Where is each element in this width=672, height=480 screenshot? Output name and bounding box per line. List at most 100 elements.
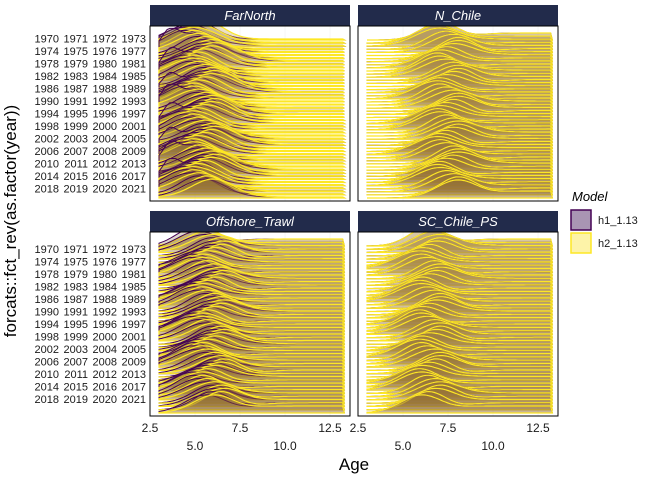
legend-label: h1_1.13	[598, 215, 638, 227]
y-tick-label: 2014	[35, 171, 59, 183]
y-tick-label: 1992	[93, 306, 117, 318]
y-tick-label: 1997	[122, 319, 146, 331]
y-tick-label: 1973	[122, 33, 146, 45]
legend-title: Model	[572, 189, 609, 204]
x-tick-label: 7.5	[232, 421, 249, 435]
y-tick-label: 2013	[122, 369, 146, 381]
y-tick-label: 2001	[122, 331, 146, 343]
y-tick-label: 2020	[93, 183, 117, 195]
ridge-N_Chile-1978-h2_1.13	[366, 46, 554, 66]
y-tick-label: 2016	[93, 171, 117, 183]
y-tick-label: 1988	[93, 83, 117, 95]
ridge-N_Chile-1992-h2_1.13	[366, 89, 554, 109]
ridge-N_Chile-2010-h2_1.13	[366, 145, 554, 165]
y-tick-label: 1972	[93, 244, 117, 256]
ridge-N_Chile-1995-h2_1.13	[366, 98, 554, 119]
y-tick-label: 1998	[35, 121, 59, 133]
ridge-FarNorth-2001-h2_1.13	[158, 116, 347, 137]
y-tick-label: 1975	[64, 256, 88, 268]
y-tick-label: 2006	[35, 356, 59, 368]
y-tick-label: 2000	[93, 121, 117, 133]
y-tick-label: 1999	[64, 331, 88, 343]
y-tick-label: 1981	[122, 269, 146, 281]
y-tick-label: 1971	[64, 33, 88, 45]
y-tick-label: 2019	[64, 394, 88, 406]
y-tick-label: 1970	[35, 33, 59, 45]
x-tick-label: 12.5	[318, 421, 342, 435]
y-tick-label: 1983	[64, 71, 88, 83]
y-tick-label: 1997	[122, 108, 146, 120]
y-tick-label: 2011	[64, 369, 88, 381]
y-axis-title: forcats::fct_rev(as.factor(year))	[1, 105, 20, 337]
ridge-SC_Chile_PS-1979-h2_1.13	[366, 256, 554, 277]
y-tick-label: 2000	[93, 331, 117, 343]
ridge-N_Chile-1997-h2_1.13	[366, 104, 554, 125]
y-tick-label: 1979	[64, 269, 88, 281]
legend: Model h1_1.13 h2_1.13	[570, 189, 638, 254]
y-tick-label: 1972	[93, 33, 117, 45]
y-tick-label: 1994	[35, 319, 59, 331]
y-tick-label: 1988	[93, 294, 117, 306]
y-tick-label: 1990	[35, 96, 59, 108]
ridge-FarNorth-1972-h2_1.13	[158, 26, 347, 47]
y-tick-label: 2004	[93, 344, 117, 356]
y-tick-label: 2006	[35, 146, 59, 158]
y-tick-label: 2005	[122, 344, 146, 356]
facet-strip-label: FarNorth	[224, 8, 275, 23]
facet-strip	[358, 211, 558, 232]
legend-key-h1_1.13	[570, 209, 592, 231]
ridge-N_Chile-1977-h2_1.13	[366, 43, 554, 63]
facet-strip-label: N_Chile	[435, 8, 481, 23]
y-tick-label: 2007	[64, 356, 88, 368]
y-tick-label: 1982	[35, 71, 59, 83]
y-tick-label: 2005	[122, 133, 146, 145]
y-tick-label: 1974	[35, 46, 59, 58]
ridge-SC_Chile_PS-2020-h2_1.13	[366, 390, 554, 411]
ridge-Offshore_Trawl-2019-h2_1.13	[158, 387, 346, 408]
x-axis-title: Age	[339, 455, 369, 474]
x-tick-label: 12.5	[526, 421, 550, 435]
ridge-FarNorth-2018-h2_1.13	[158, 169, 347, 190]
ridge-FarNorth-1988-h2_1.13	[158, 76, 345, 97]
ridge-N_Chile-1984-h2_1.13	[366, 64, 554, 84]
y-tick-label: 2012	[93, 158, 117, 170]
y-tick-label: 2009	[122, 146, 146, 158]
y-tick-label: 1984	[93, 71, 117, 83]
y-tick-label: 1984	[93, 281, 117, 293]
y-tick-label: 1977	[122, 256, 146, 268]
x-tick-label: 10.0	[273, 439, 297, 453]
y-tick-label: 2013	[122, 158, 146, 170]
ridge-N_Chile-1974-h2_1.13	[366, 33, 554, 53]
ridge-N_Chile-2021-h2_1.13	[367, 179, 554, 199]
y-tick-label: 1986	[35, 83, 59, 95]
ridge-FarNorth-1990-h2_1.13	[158, 82, 345, 103]
y-tick-label: 1976	[93, 256, 117, 268]
ridge-N_Chile-2004-h2_1.13	[366, 126, 554, 146]
facet-strip	[150, 211, 350, 232]
ridge-SC_Chile_PS-2021-h2_1.13	[366, 394, 554, 414]
y-tick-label: 1995	[64, 319, 88, 331]
x-tick-label: 10.0	[481, 439, 505, 453]
y-tick-label: 2010	[35, 158, 59, 170]
y-tick-label: 1976	[93, 46, 117, 58]
y-tick-label: 2008	[93, 146, 117, 158]
y-tick-label: 1996	[93, 108, 117, 120]
y-tick-label: 1993	[122, 306, 146, 318]
y-tick-label: 1985	[122, 71, 146, 83]
ridge-N_Chile-2019-h2_1.13	[366, 173, 554, 193]
y-tick-label: 1991	[64, 96, 88, 108]
facet-strip-label: Offshore_Trawl	[206, 214, 295, 229]
y-tick-label: 2015	[64, 171, 88, 183]
ridge-Offshore_Trawl-2021-h2_1.13	[158, 394, 346, 414]
ridge-SC_Chile_PS-2001-h2_1.13	[366, 328, 554, 349]
ridge-SC_Chile_PS-1974-h2_1.13	[366, 240, 554, 260]
y-tick-label: 2001	[122, 121, 146, 133]
ridge-SC_Chile_PS-1975-h2_1.13	[366, 243, 554, 263]
y-tick-label: 2010	[35, 369, 59, 381]
ridge-Offshore_Trawl-1989-h2_1.13	[158, 289, 346, 309]
y-tick-label: 2021	[122, 394, 146, 406]
y-tick-label: 1978	[35, 269, 59, 281]
x-tick-label: 5.0	[187, 439, 204, 453]
y-tick-label: 1998	[35, 331, 59, 343]
